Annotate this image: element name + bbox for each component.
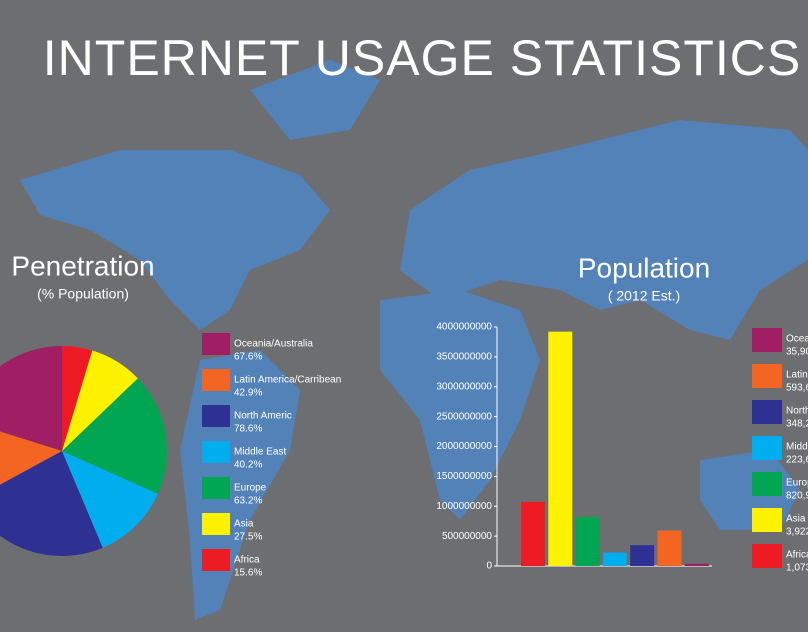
legend-label: Europe: [234, 483, 267, 494]
legend-label: Latin America/Carribean: [786, 370, 808, 381]
legend-value: 67.6%: [234, 352, 262, 363]
legend-swatch: [752, 328, 782, 352]
y-tick-label: 1500000000: [436, 471, 492, 482]
legend-value: 820,918,446: [786, 491, 808, 502]
pie-slice: [0, 346, 62, 451]
legend-label: Oceania/Australia: [786, 334, 808, 345]
legend-label: Oceania/Australia: [234, 339, 313, 350]
pie-title: Penetration: [11, 250, 154, 281]
y-tick-label: 500000000: [442, 531, 492, 542]
bar: [630, 545, 655, 566]
legend-swatch: [202, 369, 230, 391]
legend-swatch: [752, 508, 782, 532]
bar: [575, 516, 600, 566]
world-map: [20, 60, 808, 620]
bar: [602, 552, 627, 566]
bar: [684, 563, 709, 566]
legend-value: 593,688,638: [786, 383, 808, 394]
y-tick-label: 3000000000: [436, 381, 492, 392]
page-title: INTERNET USAGE STATISTICS: [43, 30, 801, 86]
legend-swatch: [752, 364, 782, 388]
legend-label: North Americ: [234, 411, 292, 422]
pie-slice: [0, 451, 103, 556]
legend-label: Africa: [234, 555, 260, 566]
legend-swatch: [752, 472, 782, 496]
legend-label: Latin America/Carribean: [234, 375, 341, 386]
legend-label: North America: [786, 406, 808, 417]
legend-value: 78.6%: [234, 424, 262, 435]
legend-value: 1,073,380,925: [786, 563, 808, 574]
legend-label: Africa: [786, 550, 808, 561]
legend-value: 3,922,066,987: [786, 527, 808, 538]
bar: [521, 501, 545, 566]
legend-swatch: [752, 400, 782, 424]
legend-swatch: [202, 405, 230, 427]
legend-value: 42.9%: [234, 388, 262, 399]
legend-label: Middle East: [786, 442, 808, 453]
y-tick-label: 2500000000: [436, 411, 492, 422]
y-tick-label: 0: [486, 561, 492, 572]
y-tick-label: 3500000000: [436, 352, 492, 363]
y-tick-label: 2000000000: [436, 441, 492, 452]
pie-slice: [62, 378, 168, 494]
legend-value: 348,280,154: [786, 419, 808, 430]
legend-swatch: [752, 544, 782, 568]
legend-swatch: [202, 333, 230, 355]
legend-swatch: [202, 441, 230, 463]
pie-slice: [62, 346, 93, 451]
legend-swatch: [202, 513, 230, 535]
bar-title: Population: [578, 252, 710, 283]
bar: [548, 331, 573, 566]
pie-slice: [62, 350, 138, 451]
bar-subtitle: ( 2012 Est.): [608, 288, 680, 304]
legend-label: Asia: [786, 514, 806, 525]
pie-subtitle: (% Population): [37, 286, 129, 302]
legend-swatch: [202, 549, 230, 571]
legend-label: Asia: [234, 519, 254, 530]
legend-value: 15.6%: [234, 568, 262, 579]
legend-value: 223,608,203: [786, 455, 808, 466]
legend-swatch: [202, 477, 230, 499]
bar: [657, 530, 682, 566]
y-tick-label: 1000000000: [436, 501, 492, 512]
legend-value: 27.5%: [234, 532, 262, 543]
pie-slice: [62, 451, 158, 548]
y-tick-label: 4000000000: [436, 322, 492, 333]
legend-label: Middle East: [234, 447, 286, 458]
legend-value: 40.2%: [234, 460, 262, 471]
legend-label: Europe: [786, 478, 808, 489]
legend-swatch: [752, 436, 782, 460]
legend-value: 35,903,569: [786, 347, 808, 358]
pie-slice: [0, 431, 62, 485]
legend-value: 63.2%: [234, 496, 262, 507]
